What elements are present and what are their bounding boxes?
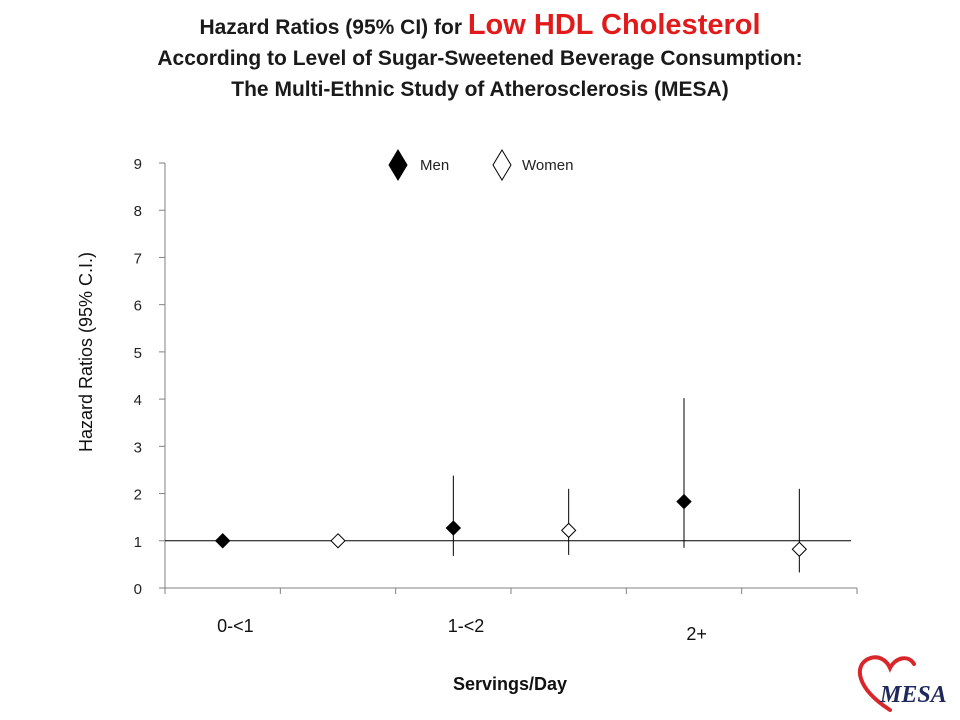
data-point-women [330, 533, 346, 549]
data-point-men [676, 493, 692, 510]
logo-text: MESA [879, 682, 947, 708]
title-line-1: Hazard Ratios (95% CI) for Low HDL Chole… [0, 10, 960, 43]
y-tick-label: 7 [134, 250, 142, 267]
data-point-men [445, 520, 462, 536]
y-tick-label: 6 [134, 298, 142, 315]
y-tick-label: 1 [134, 534, 142, 551]
data-point-women [791, 541, 808, 557]
heart-icon [857, 655, 916, 712]
title-prefix: Hazard Ratios (95% CI) for [199, 16, 468, 39]
y-tick-label: 8 [134, 203, 142, 220]
y-tick-label: 0 [134, 581, 142, 598]
mesa-logo: MESA [857, 655, 947, 712]
legend-marker [492, 149, 512, 181]
data-point-men [214, 533, 231, 549]
legend-marker [388, 149, 408, 181]
legend-label: Men [420, 157, 449, 174]
x-category-label: 2+ [686, 624, 707, 644]
title-highlight: Low HDL Cholesterol [467, 9, 761, 41]
legend-label: Women [522, 157, 573, 174]
x-category-label: 1-<2 [448, 616, 485, 636]
chart-title: Hazard Ratios (95% CI) for Low HDL Chole… [0, 10, 960, 105]
y-tick-label: 4 [134, 392, 142, 409]
x-category-label: 0-<1 [217, 616, 254, 636]
y-tick-label: 5 [134, 345, 142, 362]
y-axis-label: Hazard Ratios (95% C.I.) [76, 252, 96, 452]
title-line-3: The Multi-Ethnic Study of Atherosclerosi… [231, 78, 729, 101]
y-tick-label: 3 [134, 439, 142, 456]
title-line-2: According to Level of Sugar-Sweetened Be… [157, 47, 803, 70]
y-tick-label: 2 [134, 487, 142, 504]
x-axis-label: Servings/Day [453, 674, 567, 694]
y-tick-label: 9 [134, 156, 142, 173]
data-point-women [560, 522, 577, 539]
